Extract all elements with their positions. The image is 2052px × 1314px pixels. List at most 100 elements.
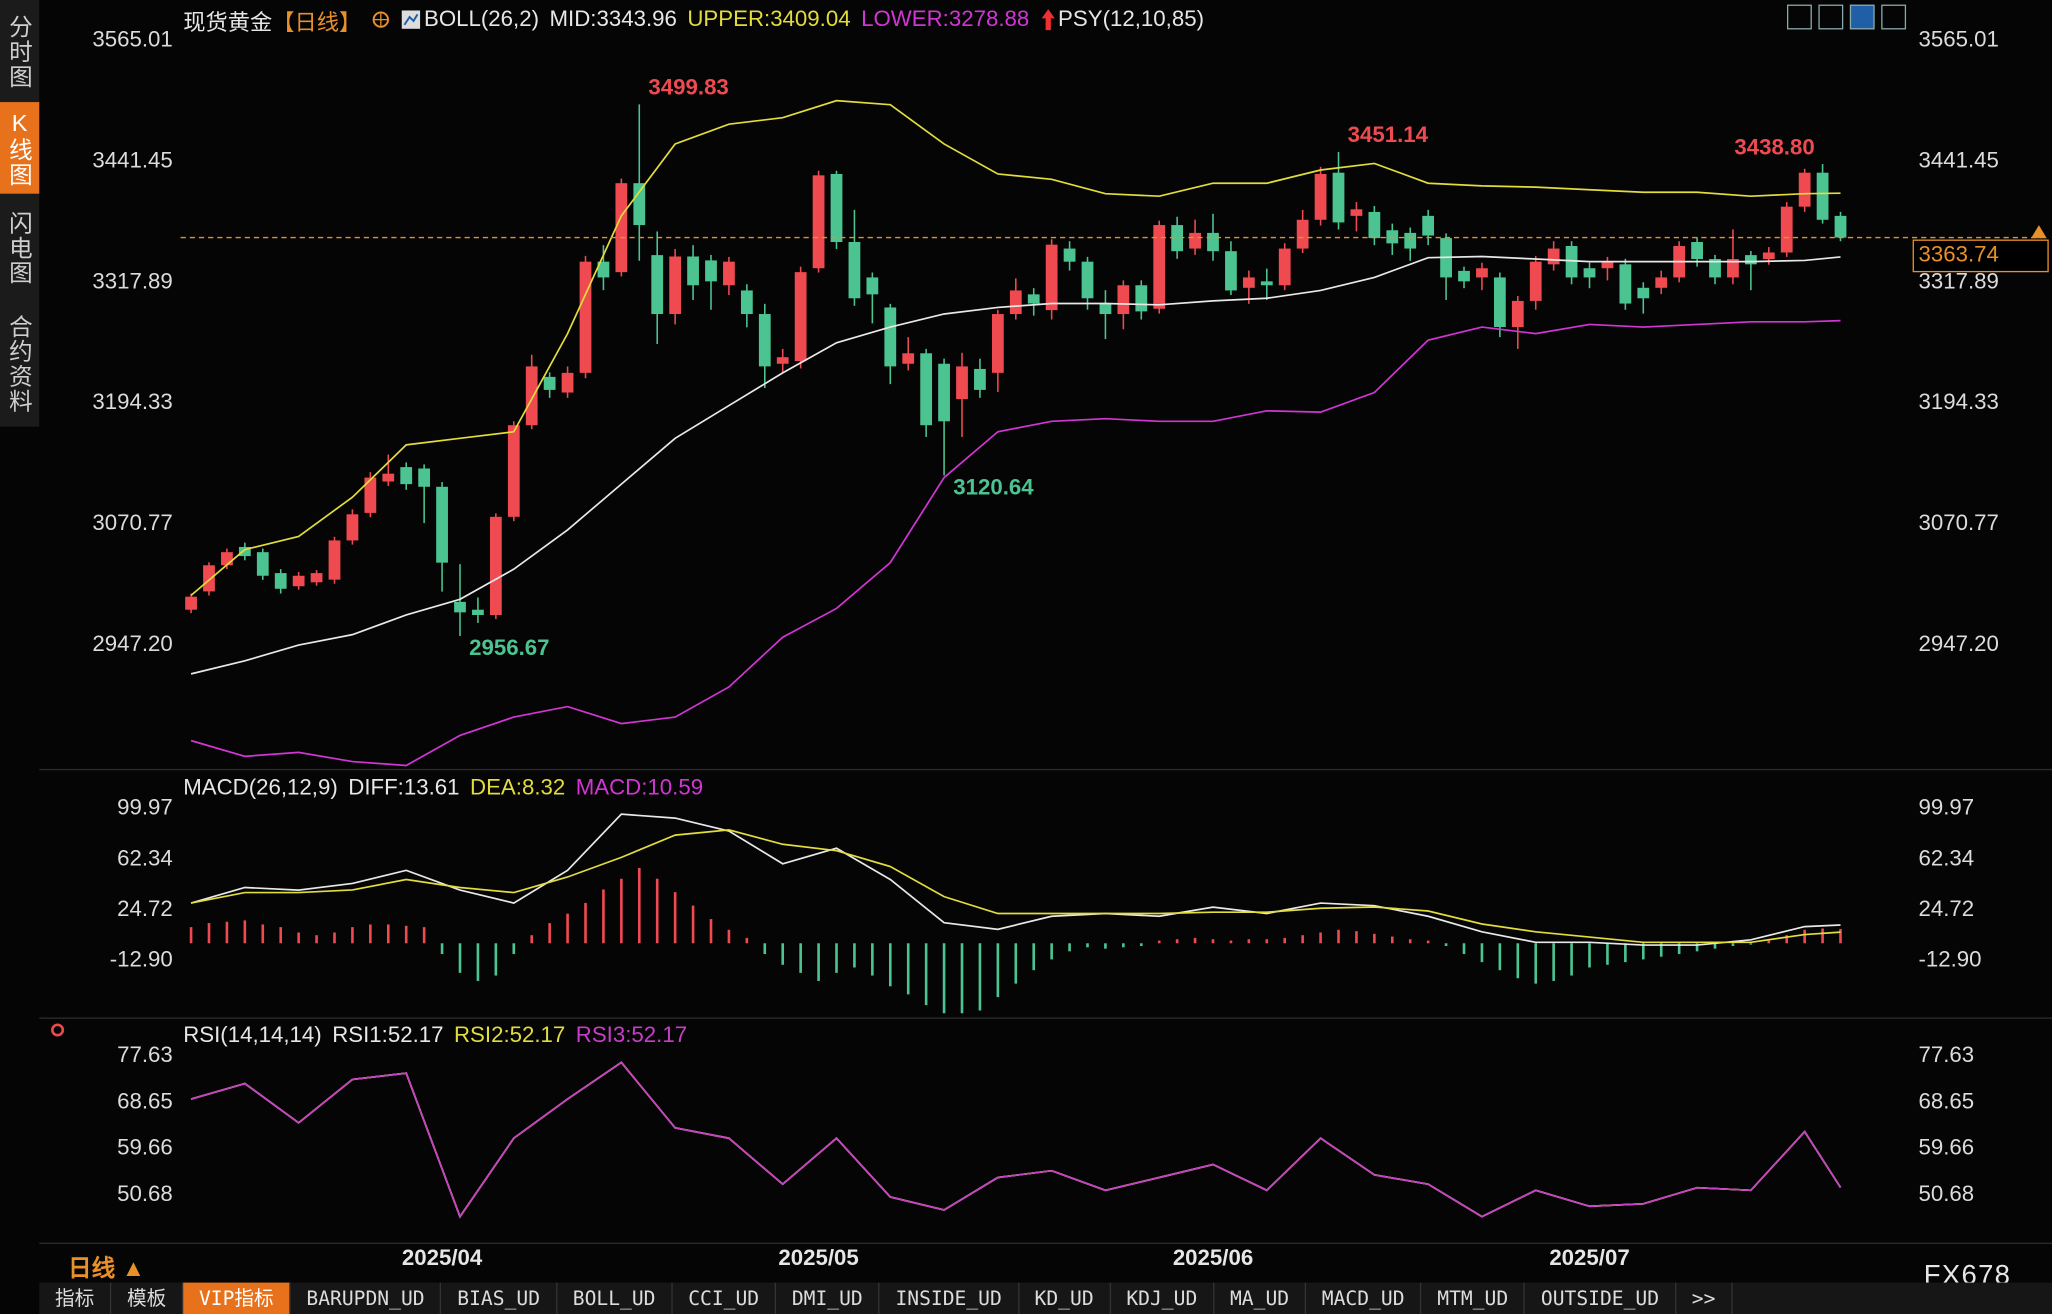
icon[interactable] xyxy=(1818,4,1844,30)
extreme-label: 3120.64 xyxy=(953,474,1034,499)
y-tick-label-right: 3070.77 xyxy=(1919,510,1999,535)
last-price-label: 3363.74 xyxy=(1919,242,1999,267)
rsi-header: RSI(14,14,14) RSI1:52.17 RSI2:52.17 RSI3… xyxy=(183,1021,687,1050)
bottom-tab[interactable]: BARUPDN_UD xyxy=(291,1282,442,1314)
candle-body xyxy=(991,314,1004,373)
candle-body xyxy=(1565,246,1578,278)
x-tick-label: 2025/05 xyxy=(778,1245,858,1270)
candle-body xyxy=(472,609,484,615)
candle-body xyxy=(185,596,197,610)
candle-body xyxy=(1816,172,1829,220)
candle-body xyxy=(651,255,664,315)
side-tab[interactable]: 分时图 xyxy=(6,13,33,89)
candle-body xyxy=(1404,232,1417,249)
candle-body xyxy=(507,425,520,517)
legend-entry: MACD:10.59 xyxy=(575,774,704,800)
candle-body xyxy=(489,516,502,615)
candle-body xyxy=(974,368,986,390)
y-tick-label-right: 77.63 xyxy=(1919,1042,1975,1067)
y-tick-label-right: 50.68 xyxy=(1919,1181,1975,1206)
candle-body xyxy=(292,575,305,587)
bottom-tab[interactable]: INSIDE_UD xyxy=(880,1282,1019,1314)
candle-body xyxy=(1798,172,1811,207)
series-line xyxy=(190,319,1841,767)
candle-body xyxy=(328,540,341,580)
side-tab[interactable]: 合约资料 xyxy=(6,314,33,414)
legend-entry: RSI2:52.17 xyxy=(453,1022,566,1048)
candle-body xyxy=(1260,281,1273,286)
candle-body xyxy=(256,552,269,576)
settings-icon[interactable] xyxy=(51,1023,65,1037)
candle-body xyxy=(866,277,879,295)
candle-body xyxy=(454,601,466,613)
series-line xyxy=(190,1061,1842,1219)
candle-body xyxy=(1099,303,1112,315)
indicator-icon[interactable] xyxy=(400,9,421,30)
candle-body xyxy=(346,514,359,541)
bottom-tab[interactable]: MA_UD xyxy=(1214,1282,1307,1314)
y-tick-label-right: 3317.89 xyxy=(1919,268,1999,293)
bottom-tab[interactable]: >> xyxy=(1676,1282,1733,1314)
y-tick-label: 24.72 xyxy=(117,896,173,921)
candle-body xyxy=(830,173,843,243)
candle-body xyxy=(1386,230,1399,244)
series-line xyxy=(190,255,1841,675)
candle-body xyxy=(543,376,556,390)
candle-body xyxy=(1655,277,1668,288)
toolbar-icons xyxy=(1786,4,1907,30)
candle-body xyxy=(1189,232,1201,249)
icon[interactable] xyxy=(1786,4,1812,30)
side-tab[interactable]: K线图 xyxy=(0,102,40,194)
candle-body xyxy=(1350,209,1363,216)
candle-body xyxy=(1422,215,1435,236)
legend-entry: UPPER:3409.04 xyxy=(687,6,851,32)
candle-body xyxy=(1476,268,1488,278)
candle-body xyxy=(633,183,646,226)
extreme-label: 3438.80 xyxy=(1734,134,1814,159)
candle-body xyxy=(1314,173,1327,220)
arrow-icon xyxy=(1041,9,1055,31)
extreme-label: 3499.83 xyxy=(648,75,728,100)
candle-body xyxy=(1547,248,1560,265)
candle-body xyxy=(364,477,377,513)
x-tick-label: 2025/04 xyxy=(402,1245,483,1270)
bottom-tab[interactable]: BOLL_UD xyxy=(557,1282,673,1314)
bottom-tab[interactable]: MTM_UD xyxy=(1422,1282,1526,1314)
series-line xyxy=(190,99,1841,597)
bottom-tab[interactable]: OUTSIDE_UD xyxy=(1525,1282,1677,1314)
bottom-tab[interactable]: MACD_UD xyxy=(1306,1282,1422,1314)
candle-body xyxy=(310,573,323,583)
candle-body xyxy=(1171,225,1184,252)
candle-body xyxy=(902,353,915,364)
bottom-tab[interactable]: CCI_UD xyxy=(672,1282,777,1314)
extreme-label: 3451.14 xyxy=(1348,122,1429,147)
bottom-tab[interactable]: KDJ_UD xyxy=(1111,1282,1215,1314)
candle-body xyxy=(1117,285,1130,315)
bottom-tab[interactable]: VIP指标 xyxy=(183,1282,291,1314)
extra-indicator: PSY(12,10,85) xyxy=(1058,6,1204,32)
candle-body xyxy=(1225,251,1237,291)
bottom-tab[interactable]: BIAS_UD xyxy=(442,1282,558,1314)
period-selector[interactable]: 日线 ▲ xyxy=(68,1255,146,1282)
legend-entry: DEA:8.32 xyxy=(470,774,566,800)
bottom-tab[interactable]: 指标 xyxy=(39,1282,112,1314)
candle-body xyxy=(794,272,807,362)
icon[interactable] xyxy=(1881,4,1907,30)
legend-entry: DIFF:13.61 xyxy=(348,774,460,800)
bottom-tab[interactable]: 模板 xyxy=(111,1282,184,1314)
series-line xyxy=(190,829,1841,944)
add-icon[interactable] xyxy=(372,10,390,28)
candle-body xyxy=(920,353,933,426)
extreme-label: 2956.67 xyxy=(469,635,549,660)
y-tick-label-right: 3441.45 xyxy=(1919,147,1999,172)
icon[interactable] xyxy=(1849,4,1875,30)
y-tick-label: 68.65 xyxy=(117,1088,173,1113)
bottom-tab[interactable]: DMI_UD xyxy=(776,1282,880,1314)
y-tick-label-right: 62.34 xyxy=(1919,845,1975,870)
candle-body xyxy=(1045,244,1058,311)
bottom-tab[interactable]: KD_UD xyxy=(1019,1282,1111,1314)
side-tab[interactable]: 闪电图 xyxy=(6,210,33,285)
candle-body xyxy=(1135,285,1148,312)
